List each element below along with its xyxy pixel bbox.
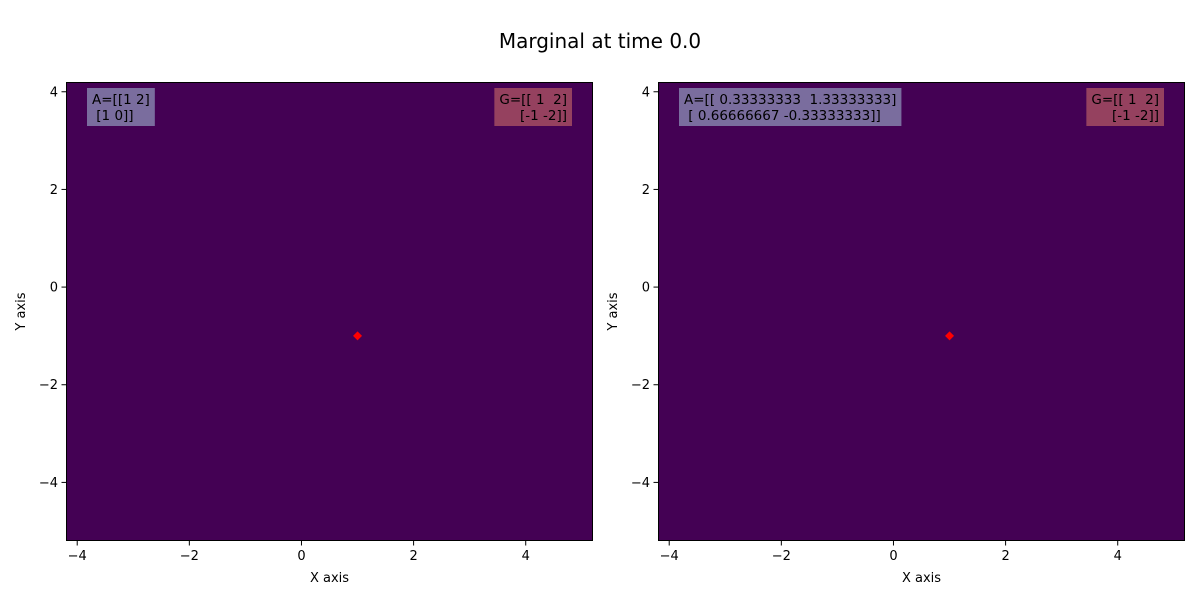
y-tick-label: −4 [39,476,58,491]
a-matrix-annotation: A=[[1 2] [1 0]] [87,88,155,126]
annotation-box [494,88,572,126]
y-tick-label: 4 [50,85,58,100]
annotation-line: A=[[ 0.33333333 1.33333333] [684,92,896,108]
y-tick-label: 2 [50,183,58,198]
annotation-box [87,88,155,126]
annotation-line: G=[[ 1 2] [1091,92,1159,108]
x-tick-label: −4 [68,549,87,564]
point-marker [353,331,363,341]
y-tick-label: 0 [642,281,650,296]
x-axis-label: X axis [310,571,349,586]
axes-frame [66,82,593,541]
x-axis-label: X axis [902,571,941,586]
figure-title: Marginal at time 0.0 [499,29,701,53]
annotation-line: [-1 -2]] [1108,108,1159,124]
y-tick-label: 4 [642,85,650,100]
x-tick-label: −4 [660,549,679,564]
x-tick-label: −2 [772,549,791,564]
annotation-line: [1 0]] [92,108,134,124]
x-tick-label: 0 [889,549,897,564]
g-matrix-annotation: G=[[ 1 2] [-1 -2]] [1086,88,1164,126]
y-tick-label: −2 [631,378,650,393]
x-tick-label: 0 [297,549,305,564]
annotation-line: A=[[1 2] [92,92,150,108]
annotation-box [1086,88,1164,126]
annotation-line: [-1 -2]] [516,108,567,124]
annotation-box [679,88,902,126]
annotation-line: G=[[ 1 2] [499,92,567,108]
y-tick-label: 0 [50,281,58,296]
annotation-line: [ 0.66666667 -0.33333333]] [684,108,881,124]
x-tick-label: 2 [1001,549,1009,564]
axes-frame [658,82,1185,541]
x-tick-label: 2 [409,549,417,564]
x-tick-label: 4 [1114,549,1122,564]
x-tick-label: 4 [522,549,530,564]
y-tick-label: −4 [631,476,650,491]
density-heatmap [658,82,1185,541]
subplot-right: −4 −2 0 2 4 −4 −2 0 2 4 X axis Y axis A=[[ 0.3333333… [606,82,1185,586]
subplot-left: −4 −2 0 2 4 −4 −2 0 2 4 X axis Y axis A=[[1 2] [1 0]… [14,82,593,586]
y-axis-label: Y axis [606,292,621,331]
y-axis-label: Y axis [14,292,29,331]
density-heatmap [66,82,593,541]
y-tick-label: 2 [642,183,650,198]
y-tick-label: −2 [39,378,58,393]
x-tick-label: −2 [180,549,199,564]
a-matrix-annotation: A=[[ 0.33333333 1.33333333] [ 0.66666667… [679,88,902,126]
g-matrix-annotation: G=[[ 1 2] [-1 -2]] [494,88,572,126]
point-marker [945,331,955,341]
